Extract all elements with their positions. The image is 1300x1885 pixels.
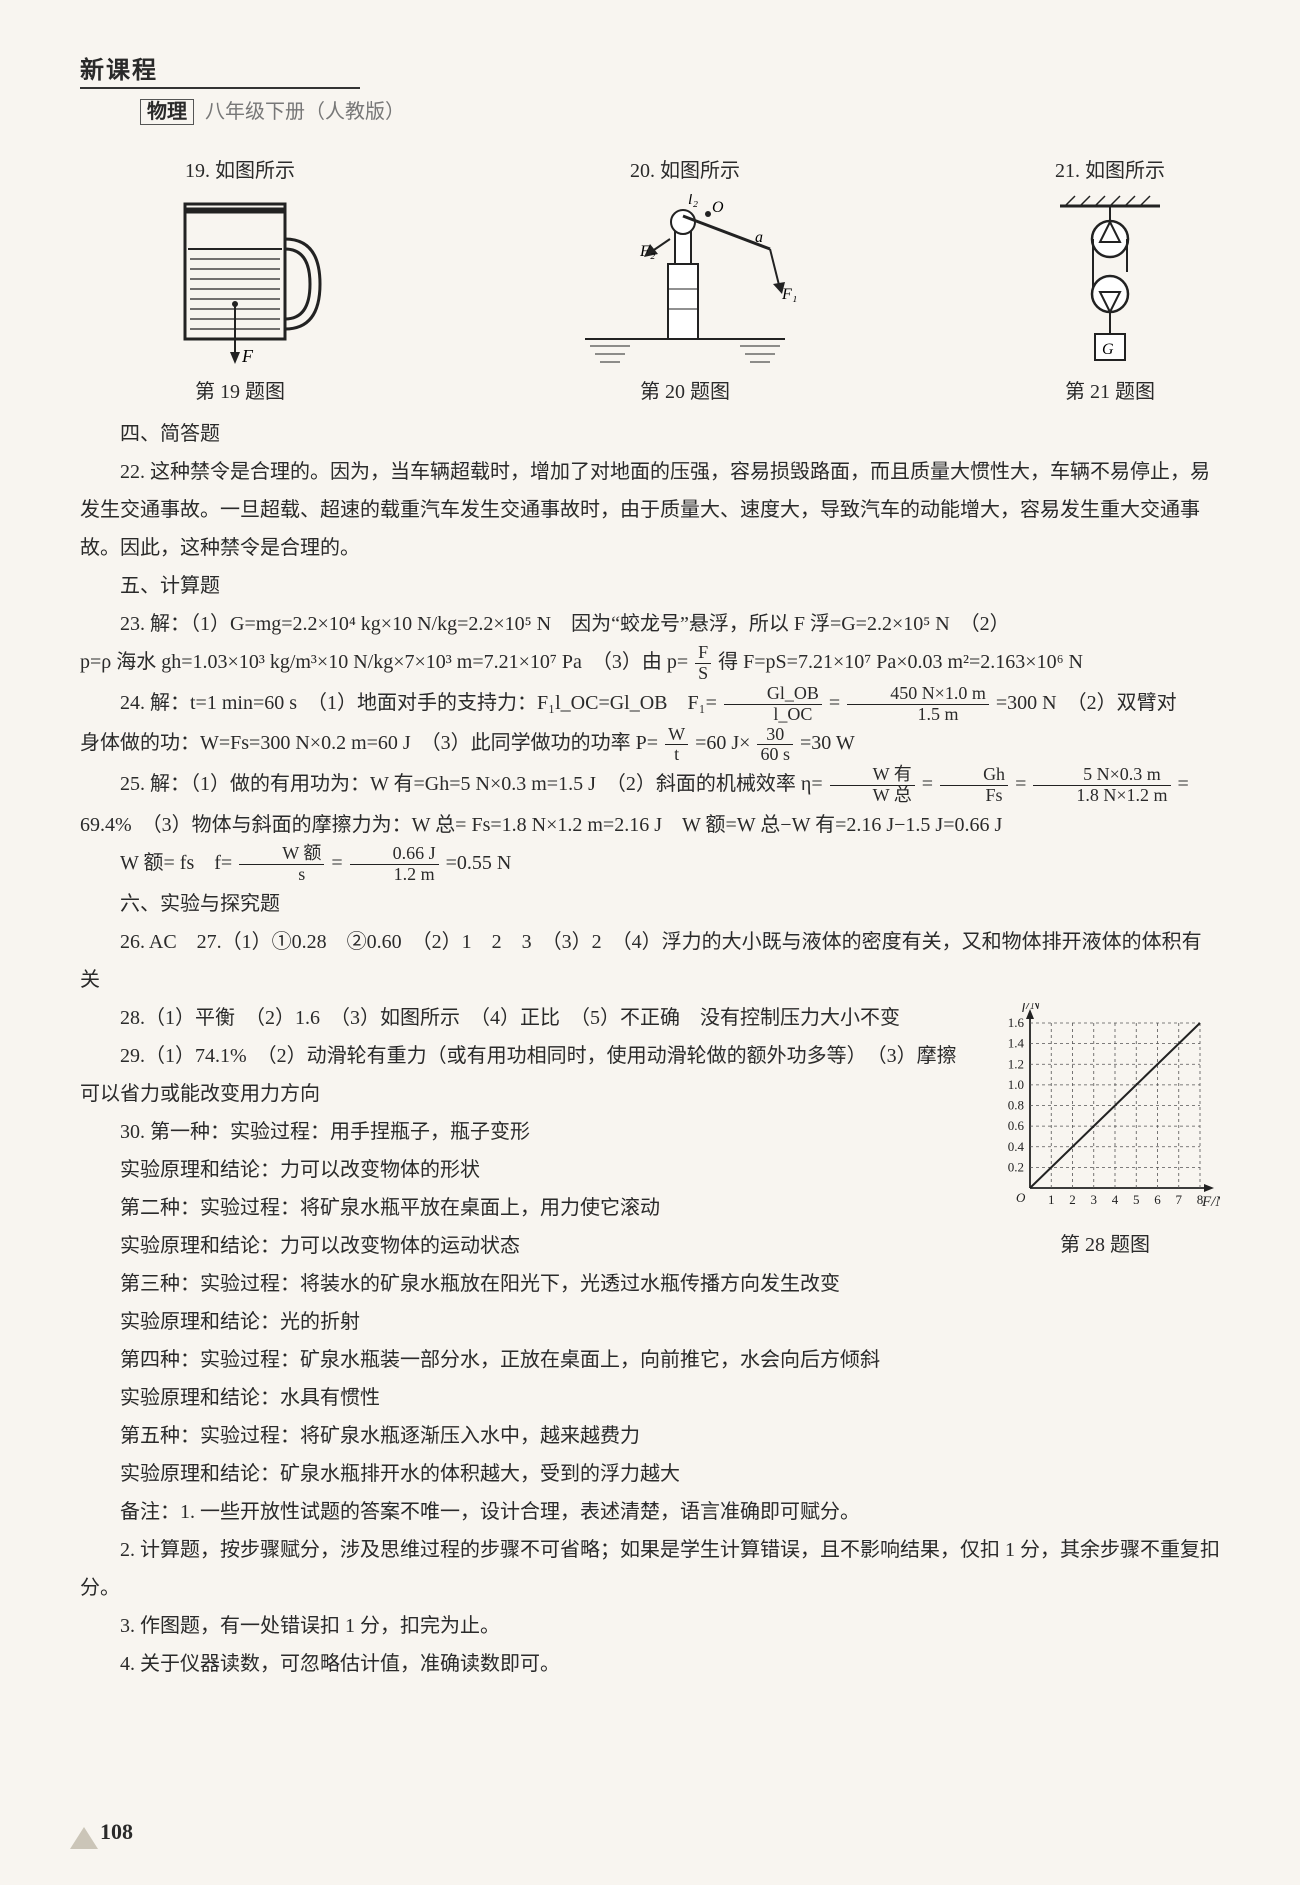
grade-label: 八年级下册（人教版） bbox=[205, 101, 405, 123]
figure-20-svg: O a F₁ F₂ l₂ bbox=[570, 194, 800, 369]
svg-text:F: F bbox=[241, 346, 254, 366]
q22-text: 22. 这种禁令是合理的。因为，当车辆超载时，增加了对地面的压强，容易损毁路面，… bbox=[80, 453, 1220, 567]
svg-text:1.6: 1.6 bbox=[1008, 1015, 1025, 1030]
frac-GlVal: 450 N×1.0 m1.5 m bbox=[847, 684, 989, 725]
svg-text:1.4: 1.4 bbox=[1008, 1035, 1025, 1050]
frac-Wextra: W 额s bbox=[239, 844, 324, 885]
svg-text:7: 7 bbox=[1176, 1192, 1183, 1207]
svg-text:F₁: F₁ bbox=[781, 286, 797, 303]
frac-GhFs: GhFs bbox=[940, 765, 1008, 806]
svg-text:6: 6 bbox=[1154, 1192, 1161, 1207]
svg-text:O: O bbox=[712, 199, 724, 216]
page-decoration bbox=[70, 1827, 98, 1849]
notes-2: 2. 计算题，按步骤赋分，涉及思维过程的步骤不可省略；如果是学生计算错误，且不影… bbox=[80, 1531, 1220, 1607]
figure-21-svg: G bbox=[1040, 194, 1180, 369]
q30-5: 第三种：实验过程：将装水的矿泉水瓶放在阳光下，光透过水瓶传播方向发生改变 bbox=[80, 1265, 1220, 1303]
svg-text:1.2: 1.2 bbox=[1008, 1056, 1024, 1071]
figure-19: 19. 如图所示 F bbox=[150, 152, 330, 411]
q30-10: 实验原理和结论：矿泉水瓶排开水的体积越大，受到的浮力越大 bbox=[80, 1455, 1220, 1493]
svg-text:l₂: l₂ bbox=[688, 194, 698, 208]
svg-text:1: 1 bbox=[1048, 1192, 1055, 1207]
q30-8: 实验原理和结论：水具有惯性 bbox=[80, 1379, 1220, 1417]
figure-19-title: 19. 如图所示 bbox=[185, 152, 295, 190]
frac-30-60: 3060 s bbox=[757, 725, 793, 766]
svg-text:3: 3 bbox=[1091, 1192, 1098, 1207]
q26-27-text: 26. AC 27.（1）①0.28 ②0.60 （2）1 2 3 （3）2 （… bbox=[80, 923, 1220, 999]
figure-21-title: 21. 如图所示 bbox=[1055, 152, 1165, 190]
figure-21-caption: 第 21 题图 bbox=[1065, 373, 1155, 411]
notes-3: 3. 作图题，有一处错误扣 1 分，扣完为止。 bbox=[80, 1607, 1220, 1645]
notes-1: 备注：1. 一些开放性试题的答案不唯一，设计合理，表述清楚，语言准确即可赋分。 bbox=[80, 1493, 1220, 1531]
svg-text:f/N: f/N bbox=[1022, 1003, 1041, 1013]
svg-text:F₂: F₂ bbox=[639, 243, 656, 260]
svg-text:a: a bbox=[755, 229, 763, 246]
q24-line1: 24. 解：t=1 min=60 s （1）地面对手的支持力：F₁l_OC=Gl… bbox=[80, 684, 1220, 725]
frac-Whave: W 有W 总 bbox=[830, 765, 915, 806]
svg-text:O: O bbox=[1016, 1190, 1026, 1205]
figure-20-caption: 第 20 题图 bbox=[640, 373, 730, 411]
svg-text:F/N: F/N bbox=[1201, 1194, 1220, 1210]
svg-text:0.2: 0.2 bbox=[1008, 1159, 1024, 1174]
svg-text:1.0: 1.0 bbox=[1008, 1076, 1024, 1091]
section-4-heading: 四、简答题 bbox=[80, 415, 1220, 453]
chart-28: 123456780.20.40.60.81.01.21.41.6Of/NF/N … bbox=[990, 1003, 1220, 1264]
frac-GhFsVal: 5 N×0.3 m1.8 N×1.2 m bbox=[1033, 765, 1170, 806]
q25-line1: 25. 解：（1）做的有用功为：W 有=Gh=5 N×0.3 m=1.5 J （… bbox=[80, 765, 1220, 806]
figure-19-caption: 第 19 题图 bbox=[195, 373, 285, 411]
q25-line2: 69.4% （3）物体与斜面的摩擦力为：W 总= Fs=1.8 N×1.2 m=… bbox=[80, 806, 1220, 844]
frac-WextraVal: 0.66 J1.2 m bbox=[350, 844, 439, 885]
figure-21: 21. 如图所示 bbox=[1040, 152, 1180, 411]
q24-line2: 身体做的功：W=Fs=300 N×0.2 m=60 J （3）此同学做功的功率 … bbox=[80, 724, 1220, 765]
svg-text:4: 4 bbox=[1112, 1192, 1119, 1207]
section-6-heading: 六、实验与探究题 bbox=[80, 885, 1220, 923]
chart-28-svg: 123456780.20.40.60.81.01.21.41.6Of/NF/N bbox=[990, 1003, 1220, 1213]
figure-20-title: 20. 如图所示 bbox=[630, 152, 740, 190]
notes-4: 4. 关于仪器读数，可忽略估计值，准确读数即可。 bbox=[80, 1645, 1220, 1683]
q25-line3: W 额= fs f= W 额s = 0.66 J1.2 m =0.55 N bbox=[80, 844, 1220, 885]
figure-20: 20. 如图所示 O a bbox=[570, 152, 800, 411]
q23-line2: p=ρ 海水 gh=1.03×10³ kg/m³×10 N/kg×7×10³ m… bbox=[80, 643, 1220, 684]
subject-label: 物理 bbox=[140, 99, 194, 125]
q30-7: 第四种：实验过程：矿泉水瓶装一部分水，正放在桌面上，向前推它，水会向后方倾斜 bbox=[80, 1341, 1220, 1379]
figure-19-svg: F bbox=[150, 194, 330, 369]
frac-F-over-S: FS bbox=[695, 643, 711, 684]
chart-28-caption: 第 28 题图 bbox=[990, 1226, 1220, 1264]
q30-6: 实验原理和结论：光的折射 bbox=[80, 1303, 1220, 1341]
frac-Wt: Wt bbox=[665, 725, 688, 766]
svg-text:0.6: 0.6 bbox=[1008, 1118, 1025, 1133]
svg-text:G: G bbox=[1102, 341, 1114, 358]
svg-text:0.4: 0.4 bbox=[1008, 1138, 1025, 1153]
frac-Gl: Gl_OBl_OC bbox=[724, 684, 822, 725]
svg-text:5: 5 bbox=[1133, 1192, 1140, 1207]
svg-text:0.8: 0.8 bbox=[1008, 1097, 1024, 1112]
q23-line1: 23. 解：（1）G=mg=2.2×10⁴ kg×10 N/kg=2.2×10⁵… bbox=[80, 605, 1220, 643]
series-title: 新课程 bbox=[80, 50, 360, 89]
svg-text:2: 2 bbox=[1069, 1192, 1076, 1207]
section-5-heading: 五、计算题 bbox=[80, 567, 1220, 605]
q30-9: 第五种：实验过程：将矿泉水瓶逐渐压入水中，越来越费力 bbox=[80, 1417, 1220, 1455]
page-number: 108 bbox=[100, 1819, 133, 1845]
